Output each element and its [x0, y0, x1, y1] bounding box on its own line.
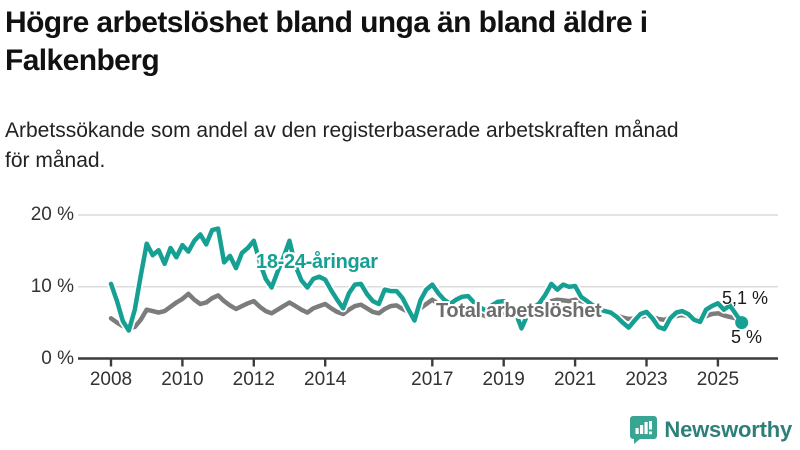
end-value-label-total: 5,1 % — [721, 288, 768, 308]
x-axis-label: 2019 — [482, 369, 525, 390]
series-label-total: Total arbetslöshet — [436, 300, 602, 322]
x-axis-label: 2023 — [625, 369, 668, 390]
chart-title: Högre arbetslöshet bland unga än bland ä… — [5, 6, 648, 77]
x-axis-label: 2010 — [161, 369, 204, 390]
y-axis-label: 10 % — [30, 275, 74, 297]
x-axis-label: 2021 — [553, 369, 597, 390]
end-value-label-youth: 5 % — [730, 327, 762, 347]
newsworthy-logo-icon — [630, 416, 658, 444]
end-point-dot — [735, 316, 749, 330]
x-axis-label: 2014 — [304, 369, 347, 390]
x-axis-label: 2025 — [696, 369, 740, 390]
y-axis-label: 0 % — [41, 347, 74, 369]
x-axis-label: 2012 — [232, 369, 275, 390]
x-axis-label: 2017 — [411, 369, 454, 390]
newsworthy-logo-text: Newsworthy — [664, 416, 792, 442]
y-axis-label: 20 % — [30, 204, 74, 225]
series-label-youth: 18-24-åringar — [256, 251, 378, 273]
chart-subtitle: Arbetssökande som andel av den registerb… — [5, 119, 679, 172]
newsworthy-logo: Newsworthy — [630, 415, 792, 444]
series-line-youth — [108, 226, 744, 333]
x-axis-label: 2008 — [89, 369, 133, 390]
